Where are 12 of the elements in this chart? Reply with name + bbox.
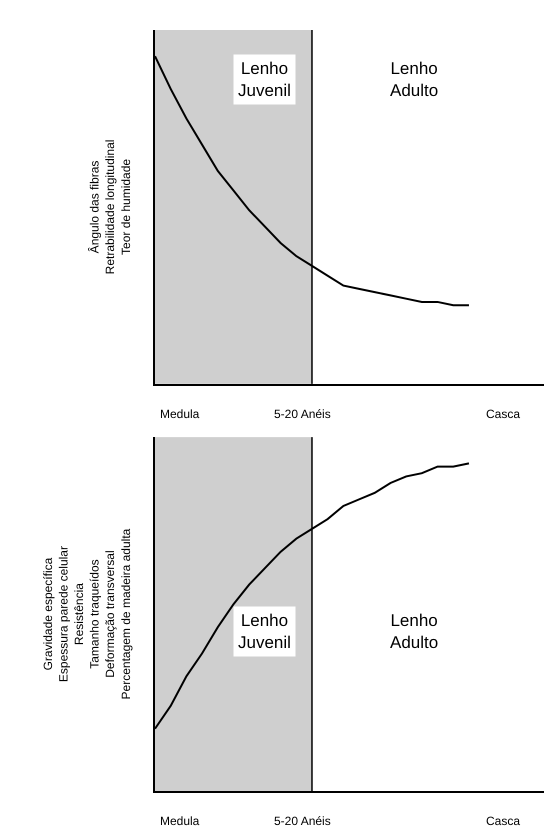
text: Casca: [486, 814, 520, 828]
text: Casca: [486, 407, 520, 421]
annotation: Lenho Juvenil: [238, 59, 291, 100]
text: 5-20 Anéis: [274, 814, 331, 828]
annotation: Lenho Adulto: [390, 59, 438, 100]
annotation: Lenho Adulto: [390, 611, 438, 652]
annotation: Lenho Juvenil: [238, 611, 291, 652]
text: Medula: [160, 814, 200, 828]
y-axis-title: Gravidade específica Espessura parede celular Resistência Tamanho traqueídos Deformação transversal Percentagem de madeira adulta: [40, 528, 133, 700]
text: Medula: [160, 407, 200, 421]
y-axis-title: Ângulo das fibras Retrabilidade longitudinal Teor de humidade: [88, 140, 133, 274]
text: 5-20 Anéis: [274, 407, 331, 421]
